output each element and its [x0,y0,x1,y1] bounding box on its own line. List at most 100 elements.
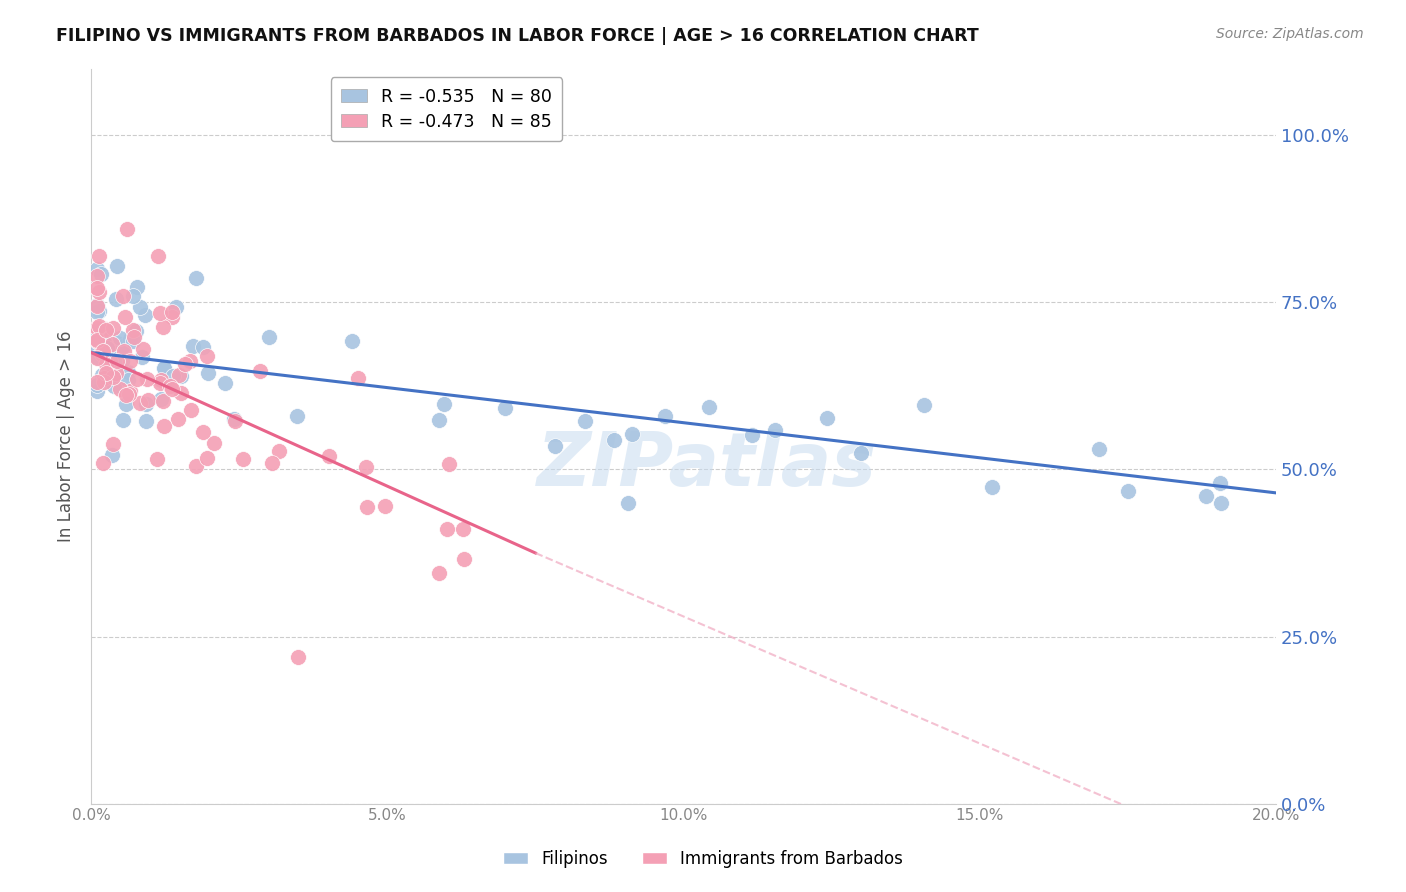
Point [152,394,174,409]
Point [112,344,135,359]
Point [131,350,153,364]
Point [981,480,1004,494]
Point [124,324,146,338]
Point [91,368,114,382]
Point [232,451,254,466]
Point [193,425,215,439]
Point [96,341,118,355]
Point [112,339,135,353]
Point [160,382,183,396]
Point [94,357,117,371]
Point [103,370,125,384]
Point [437,457,460,471]
Point [129,300,152,314]
Point [94,323,117,337]
Point [118,332,141,346]
Point [356,500,378,514]
Point [89,303,111,318]
Text: ZIPatlas: ZIPatlas [537,429,877,502]
Point [86,268,108,283]
Legend: Filipinos, Immigrants from Barbados: Filipinos, Immigrants from Barbados [496,844,910,875]
Point [135,396,157,410]
Point [117,365,139,379]
Point [118,386,141,401]
Point [86,378,108,392]
Point [257,330,280,344]
Point [86,351,108,365]
Point [179,353,201,368]
Legend: R = -0.535   N = 80, R = -0.473   N = 85: R = -0.535 N = 80, R = -0.473 N = 85 [330,78,562,141]
Point [91,456,114,470]
Point [214,376,236,390]
Point [436,522,458,536]
Point [89,348,111,362]
Point [112,339,135,353]
Point [152,320,174,334]
Point [153,361,176,376]
Point [91,347,114,361]
Point [195,450,218,465]
Point [103,321,125,335]
Point [1116,483,1139,498]
Point [603,434,626,448]
Point [101,341,124,355]
Point [654,409,676,423]
Point [103,437,125,451]
Point [86,280,108,294]
Point [815,411,838,425]
Point [122,323,145,337]
Point [91,344,114,359]
Point [86,334,108,348]
Point [90,267,112,281]
Point [1209,496,1232,510]
Point [318,449,340,463]
Point [86,321,108,335]
Point [1195,489,1218,503]
Point [89,285,111,299]
Point [86,376,108,390]
Point [114,310,136,324]
Point [574,414,596,428]
Text: FILIPINO VS IMMIGRANTS FROM BARBADOS IN LABOR FORCE | AGE > 16 CORRELATION CHART: FILIPINO VS IMMIGRANTS FROM BARBADOS IN … [56,27,979,45]
Point [93,370,115,384]
Point [162,369,184,384]
Point [94,322,117,336]
Point [160,310,183,325]
Point [108,382,131,396]
Point [122,330,145,344]
Point [741,427,763,442]
Point [93,375,115,389]
Point [86,343,108,358]
Point [174,357,197,371]
Point [86,319,108,334]
Point [103,366,125,380]
Point [429,413,451,427]
Point [108,331,131,345]
Point [849,446,872,460]
Point [89,319,111,334]
Point [86,304,108,318]
Point [122,289,145,303]
Point [354,460,377,475]
Point [222,411,245,425]
Point [180,402,202,417]
Point [86,324,108,338]
Point [184,459,207,474]
Point [167,368,190,382]
Point [86,384,108,399]
Point [94,366,117,380]
Point [87,249,110,263]
Point [453,552,475,566]
Point [181,339,204,353]
Point [153,419,176,434]
Point [115,397,138,411]
Point [152,361,174,376]
Point [287,649,309,664]
Point [103,378,125,392]
Point [125,280,148,294]
Point [287,409,309,423]
Y-axis label: In Labor Force | Age > 16: In Labor Force | Age > 16 [58,330,75,541]
Point [105,259,128,273]
Point [135,372,157,386]
Point [494,401,516,415]
